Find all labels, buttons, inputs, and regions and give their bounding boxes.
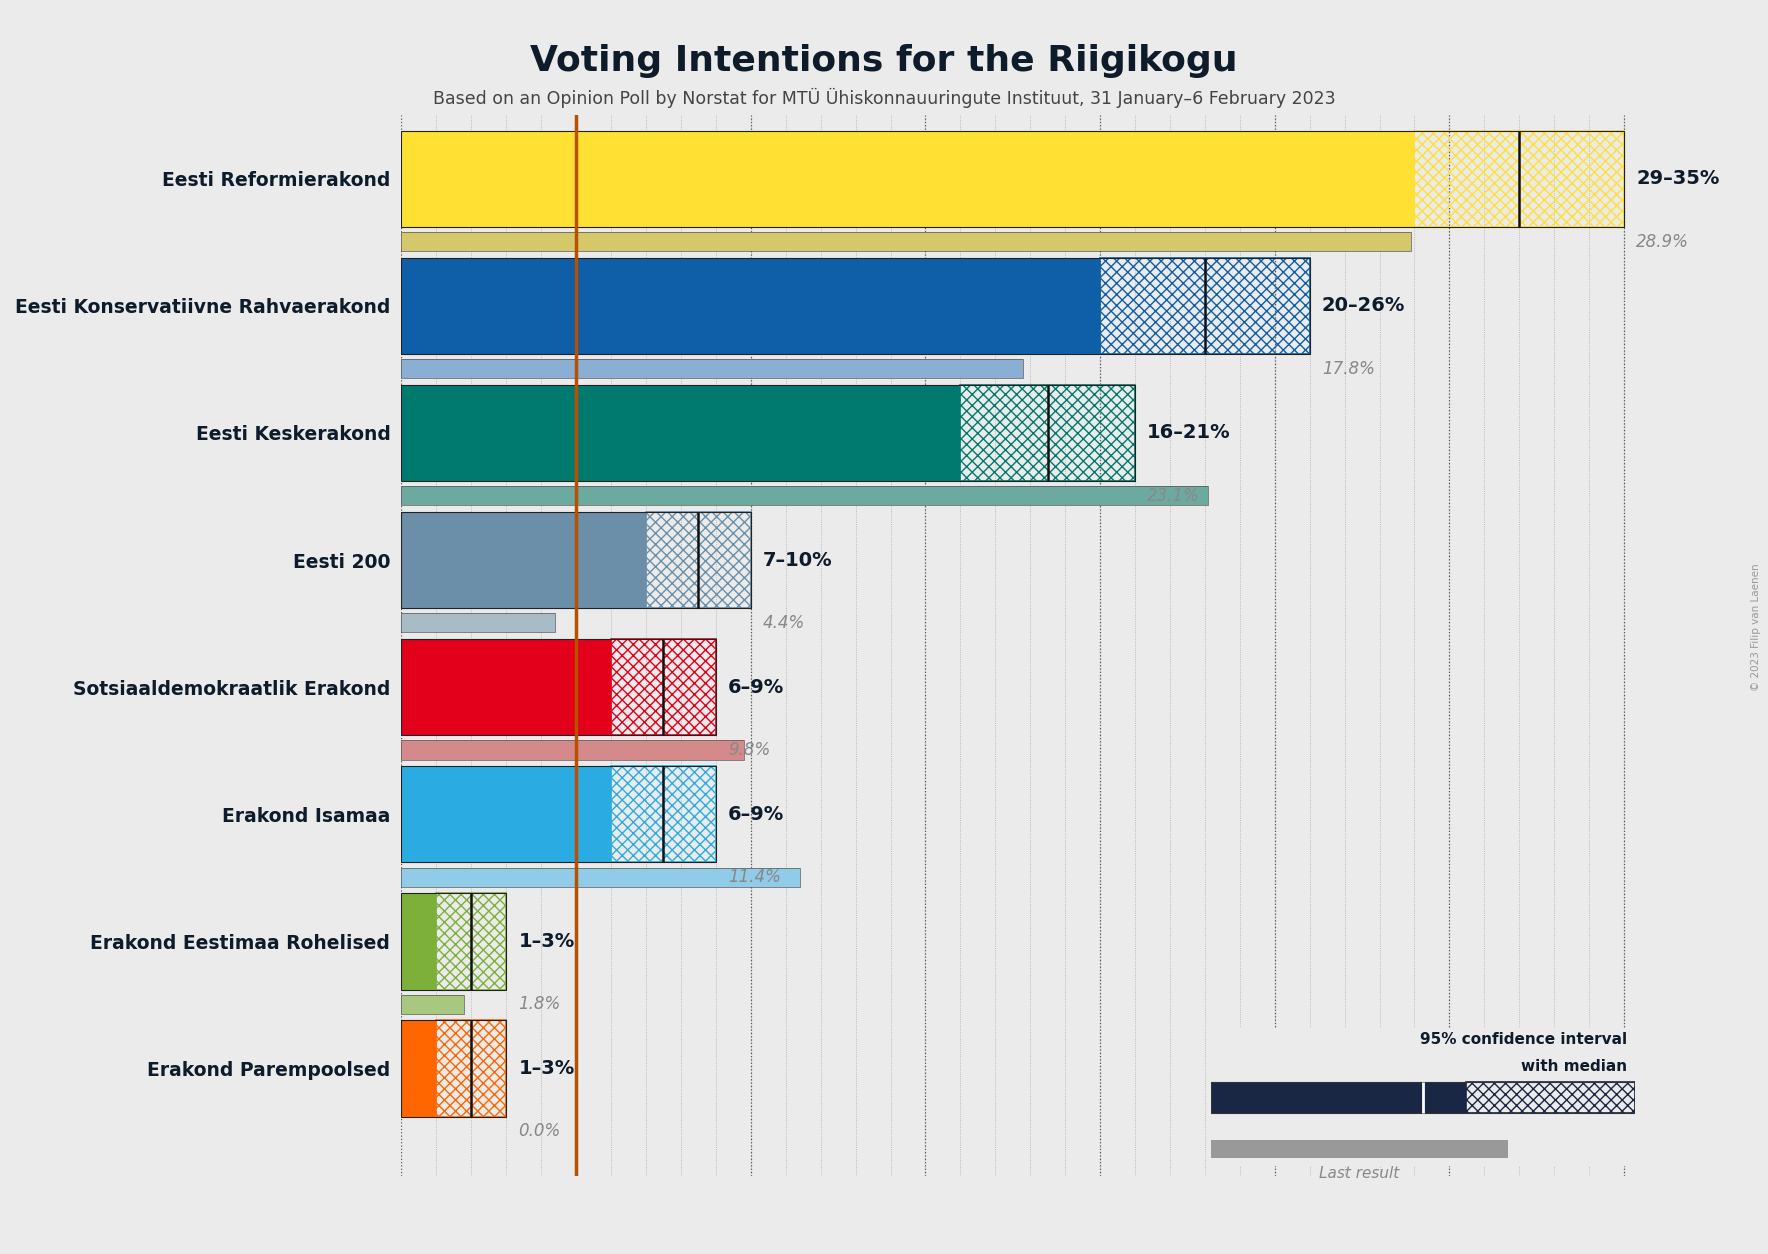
Bar [437,1020,506,1116]
Bar [401,487,1208,505]
Text: 6–9%: 6–9% [728,677,785,697]
Bar [401,257,1100,354]
Bar [401,130,1625,227]
Text: 29–35%: 29–35% [1637,169,1720,188]
Text: 9.8%: 9.8% [728,741,771,759]
Bar [401,487,1208,505]
Text: 0.0%: 0.0% [518,1122,560,1140]
Text: 28.9%: 28.9% [1637,233,1688,251]
Bar [437,893,506,989]
Bar [401,766,612,863]
Text: 1–3%: 1–3% [518,932,575,951]
Bar [401,512,645,608]
Bar [401,994,465,1013]
Bar [401,638,716,735]
Text: 16–21%: 16–21% [1147,424,1231,443]
Bar [645,512,751,608]
Bar [401,360,1024,379]
Text: © 2023 Filip van Laenen: © 2023 Filip van Laenen [1750,563,1761,691]
Bar [1211,1082,1466,1112]
Bar [401,994,465,1013]
Bar [401,1020,506,1116]
Bar [401,512,751,608]
Bar [1466,1082,1635,1112]
Bar [401,232,1411,251]
Bar [401,638,612,735]
Bar [1211,1082,1635,1112]
Text: Based on an Opinion Poll by Norstat for MTÜ Ühiskonnauuringute Instituut, 31 Jan: Based on an Opinion Poll by Norstat for … [433,88,1335,108]
Text: 7–10%: 7–10% [764,551,833,569]
Bar [401,893,437,989]
Bar [401,360,1024,379]
Text: 1–3%: 1–3% [518,1058,575,1077]
Text: Last result: Last result [1319,1166,1400,1181]
Text: with median: with median [1520,1060,1627,1075]
Bar [1414,130,1625,227]
Bar [401,766,716,863]
Text: 23.1%: 23.1% [1147,487,1200,505]
Bar [401,1020,437,1116]
Text: 6–9%: 6–9% [728,805,785,824]
Bar [401,385,1135,482]
Text: Voting Intentions for the Riigikogu: Voting Intentions for the Riigikogu [530,44,1238,78]
Bar [1211,1140,1508,1157]
Bar [401,893,506,989]
Bar [401,257,1310,354]
Bar [1100,257,1310,354]
Text: 4.4%: 4.4% [764,614,804,632]
Text: 20–26%: 20–26% [1322,296,1406,316]
Bar [401,740,744,760]
Bar [401,740,744,760]
Bar [401,232,1411,251]
Text: 1.8%: 1.8% [518,996,560,1013]
Bar [401,613,555,632]
Text: 17.8%: 17.8% [1322,360,1376,377]
Bar [612,638,716,735]
Bar [401,868,799,887]
Text: 11.4%: 11.4% [728,868,781,887]
Bar [401,613,555,632]
Bar [401,868,799,887]
Bar [401,385,960,482]
Bar [401,130,1414,227]
Bar [960,385,1135,482]
Text: 95% confidence interval: 95% confidence interval [1420,1032,1627,1047]
Bar [612,766,716,863]
